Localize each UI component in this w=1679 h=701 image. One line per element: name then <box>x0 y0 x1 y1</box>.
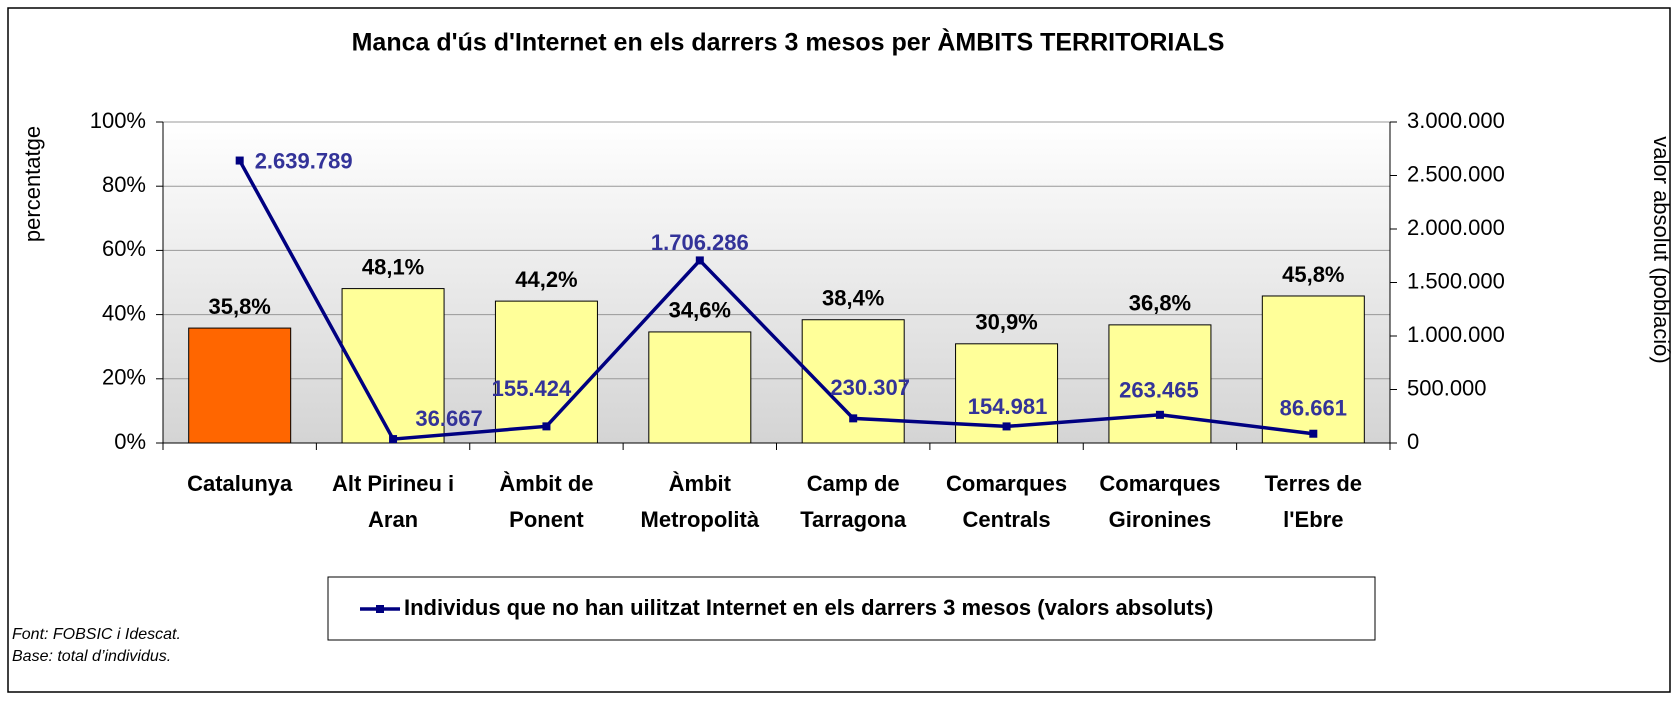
bar-value-label: 45,8% <box>1282 262 1344 287</box>
line-value-label: 154.981 <box>968 394 1048 419</box>
x-tick-label-line: Aran <box>368 507 418 532</box>
y2-tick-label: 1.500.000 <box>1407 268 1505 293</box>
x-tick-label-line: Comarques <box>946 471 1067 496</box>
y2-tick-label: 1.000.000 <box>1407 322 1505 347</box>
x-tick-label: Àmbit de Ponent <box>499 471 593 532</box>
y-tick-label: 0% <box>114 429 146 454</box>
bar <box>648 331 752 444</box>
y2-tick-label: 500.000 <box>1407 375 1487 400</box>
chart-title: Manca d'ús d'Internet en els darrers 3 m… <box>352 28 1225 57</box>
line-marker <box>389 435 398 444</box>
y-tick-label: 80% <box>102 172 146 197</box>
x-tick-label: Àmbit Metropolità <box>641 471 760 532</box>
x-tick-label-line: Centrals <box>963 507 1051 532</box>
line-marker <box>235 156 244 165</box>
note: Font: FOBSIC i Idescat. <box>12 626 181 643</box>
line-value-label: 263.465 <box>1119 378 1199 403</box>
x-tick-label-line: l'Ebre <box>1283 507 1343 532</box>
bar-value-label: 30,9% <box>975 310 1037 335</box>
note: Base: total d’individus. <box>12 648 171 665</box>
x-tick-label-line: Tarragona <box>800 507 907 532</box>
x-tick-label-line: Ponent <box>509 507 584 532</box>
x-tick-label-line: Metropolità <box>641 507 760 532</box>
x-tick-label: Camp de Tarragona <box>800 471 907 532</box>
x-tick-label-line: Catalunya <box>187 471 293 496</box>
x-tick-label: Comarques Gironines <box>1099 471 1220 532</box>
x-tick-label: Terres de l'Ebre <box>1265 471 1362 532</box>
line-marker <box>1002 422 1011 431</box>
line-marker <box>1309 429 1318 438</box>
bar <box>341 288 445 444</box>
bar-value-label: 34,6% <box>669 298 731 323</box>
line-value-label: 1.706.286 <box>651 230 749 255</box>
bar <box>494 300 598 444</box>
legend-box <box>327 576 1376 641</box>
y2-tick-label: 2.000.000 <box>1407 215 1505 240</box>
legend-marker <box>376 605 384 613</box>
x-tick-label-line: Camp de <box>807 471 900 496</box>
y2-axis-label: valor absolut (població) <box>1649 136 1674 363</box>
x-tick-label-line: Gironines <box>1109 507 1212 532</box>
y-tick-label: 40% <box>102 300 146 325</box>
line-value-label: 230.307 <box>830 375 910 400</box>
line-value-label: 155.424 <box>492 376 572 401</box>
legend-label: Individus que no han uilitzat Internet e… <box>404 595 1213 620</box>
y2-tick-label: 3.000.000 <box>1407 108 1505 133</box>
line-value-label: 2.639.789 <box>255 148 353 173</box>
line-marker <box>542 422 551 431</box>
x-tick-label-line: Terres de <box>1265 471 1362 496</box>
x-tick-label-line: Comarques <box>1099 471 1220 496</box>
line-marker <box>695 256 704 265</box>
line-value-label: 36.667 <box>415 406 482 431</box>
x-tick-label-line: Àmbit <box>669 471 732 496</box>
y2-tick-label: 2.500.000 <box>1407 161 1505 186</box>
x-tick-label: Comarques Centrals <box>946 471 1067 532</box>
x-tick-label: Catalunya <box>187 471 293 496</box>
y-tick-label: 60% <box>102 236 146 261</box>
bar-value-label: 36,8% <box>1129 291 1191 316</box>
y2-tick-label: 0 <box>1407 429 1419 454</box>
bar <box>1261 295 1365 444</box>
y-tick-label: 100% <box>90 108 146 133</box>
bar-value-label: 48,1% <box>362 254 424 279</box>
x-tick-label-line: Àmbit de <box>499 471 593 496</box>
y-tick-label: 20% <box>102 365 146 390</box>
line-series <box>238 159 1314 441</box>
bar-value-label: 35,8% <box>208 294 270 319</box>
bar <box>188 327 292 444</box>
line-marker <box>849 414 858 423</box>
line-value-label: 86.661 <box>1280 396 1347 421</box>
bar-value-label: 38,4% <box>822 286 884 311</box>
x-tick-label-line: Alt Pirineu i <box>332 471 454 496</box>
x-tick-label: Alt Pirineu i Aran <box>332 471 454 532</box>
line-marker <box>1155 410 1164 419</box>
y-axis-label: percentatge <box>20 126 45 242</box>
bar-value-label: 44,2% <box>515 267 577 292</box>
